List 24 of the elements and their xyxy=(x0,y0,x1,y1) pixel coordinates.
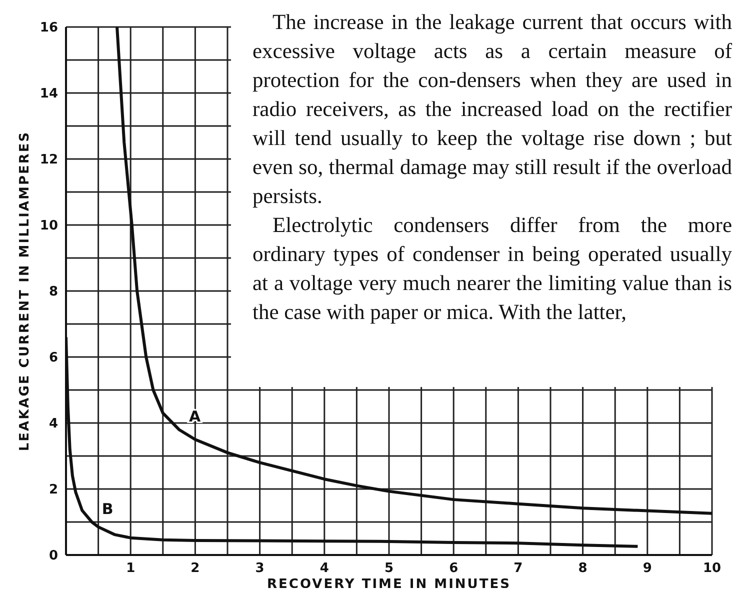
x-tick-label: 7 xyxy=(514,561,523,576)
y-tick-label: 0 xyxy=(48,548,58,564)
y-tick-label: 8 xyxy=(48,284,58,300)
x-tick-label: 4 xyxy=(320,561,329,576)
y-tick-label: 12 xyxy=(40,152,58,168)
x-tick-label: 10 xyxy=(702,561,722,576)
x-tick-label: 9 xyxy=(642,561,652,576)
y-axis-title: LEAKAGE CURRENT IN MILLIAMPERES xyxy=(18,130,33,452)
y-tick-label: 10 xyxy=(40,218,58,234)
x-tick-label: 1 xyxy=(126,561,136,576)
x-tick-label: 8 xyxy=(578,561,588,576)
x-tick-label: 6 xyxy=(449,561,458,576)
annotation: The increase in the leakage current that occurs with excessive voltage acts as a certain measure of protection for the con-densers when they are used in radio receivers, as the increased load on the rectifier will tend usually to keep the voltage rise down ; but even so, thermal damage may still result if the overload persists. xyxy=(252,9,732,210)
y-tick-label: 6 xyxy=(48,350,58,366)
y-tick-label: 16 xyxy=(40,20,58,36)
y-tick-label: 14 xyxy=(40,86,58,102)
x-tick-label: 2 xyxy=(190,561,200,576)
x-axis-title: RECOVERY TIME IN MINUTES xyxy=(267,577,511,592)
x-tick-label: 5 xyxy=(384,561,394,576)
x-tick-label: 3 xyxy=(255,561,264,576)
series-label: B xyxy=(102,500,114,518)
y-tick-label: 2 xyxy=(48,482,58,498)
y-tick-label: 4 xyxy=(48,416,58,432)
annotation: Electrolytic condensers differ from the more ordinary types of condenser in being operated usually at a voltage very much nearer the limiting value than is the case with paper or mica. With the latter, xyxy=(252,212,732,326)
